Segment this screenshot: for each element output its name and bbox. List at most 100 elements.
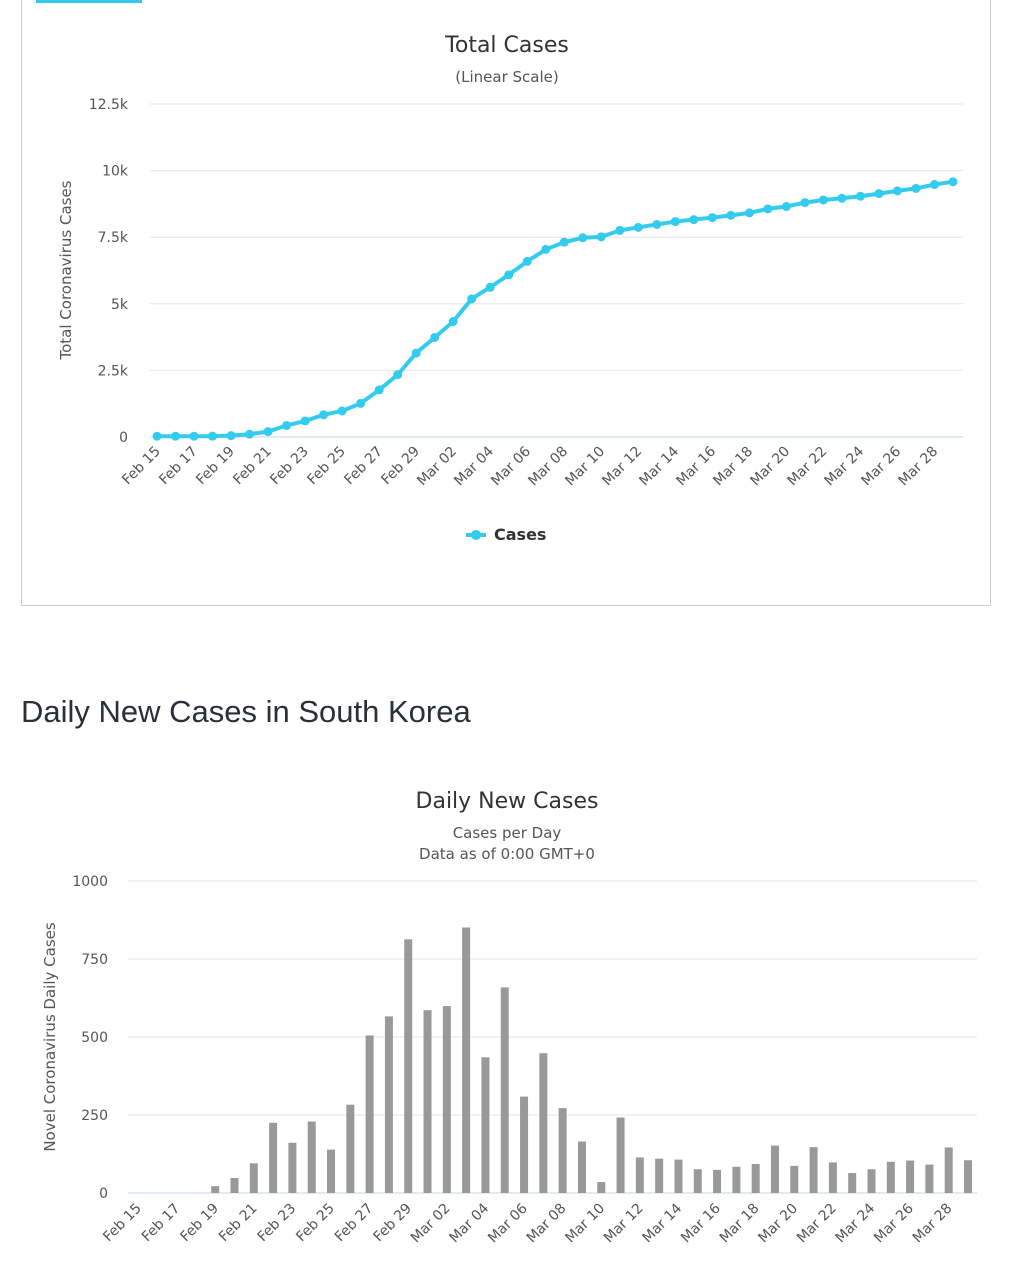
- data-point[interactable]: [263, 427, 273, 437]
- bar[interactable]: [693, 1169, 702, 1193]
- bar[interactable]: [944, 1147, 953, 1193]
- bar[interactable]: [828, 1162, 837, 1193]
- data-point[interactable]: [892, 186, 902, 196]
- data-point[interactable]: [467, 294, 477, 304]
- y-axis-title: Novel Coronavirus Daily Cases: [41, 922, 59, 1152]
- data-point[interactable]: [911, 183, 921, 193]
- data-point[interactable]: [282, 420, 292, 430]
- bar[interactable]: [520, 1096, 529, 1193]
- data-point[interactable]: [152, 431, 162, 441]
- data-point[interactable]: [448, 317, 458, 327]
- data-point[interactable]: [226, 431, 236, 441]
- bar[interactable]: [886, 1161, 895, 1193]
- data-point[interactable]: [171, 431, 181, 441]
- data-point[interactable]: [337, 406, 347, 416]
- bar[interactable]: [539, 1053, 548, 1193]
- y-tick-label: 250: [81, 1108, 108, 1124]
- data-point[interactable]: [300, 416, 310, 426]
- daily-new-cases-chart: Daily New Cases Cases per Day Data as of…: [41, 789, 977, 1247]
- bar[interactable]: [558, 1108, 567, 1193]
- x-tick-label: Feb 21: [230, 444, 275, 489]
- bar[interactable]: [655, 1158, 664, 1193]
- data-point[interactable]: [707, 213, 717, 223]
- data-point[interactable]: [430, 332, 440, 342]
- data-point[interactable]: [541, 244, 551, 254]
- bar[interactable]: [423, 1010, 432, 1193]
- bar[interactable]: [365, 1035, 374, 1193]
- bar[interactable]: [269, 1122, 278, 1193]
- x-tick-label: Mar 26: [871, 1200, 917, 1246]
- bar[interactable]: [867, 1169, 876, 1193]
- bar[interactable]: [674, 1159, 683, 1193]
- data-point[interactable]: [818, 195, 828, 205]
- data-point[interactable]: [485, 282, 495, 292]
- data-point[interactable]: [393, 370, 403, 380]
- bar[interactable]: [307, 1121, 316, 1193]
- legend-label: Cases: [494, 525, 546, 544]
- data-point[interactable]: [874, 189, 884, 199]
- x-tick-label: Feb 17: [139, 1201, 184, 1246]
- bar[interactable]: [288, 1142, 297, 1193]
- bar[interactable]: [848, 1173, 857, 1193]
- data-point[interactable]: [596, 232, 606, 242]
- data-point[interactable]: [504, 270, 514, 280]
- data-point[interactable]: [948, 177, 958, 187]
- legend[interactable]: Cases: [466, 525, 546, 544]
- bar[interactable]: [346, 1104, 355, 1193]
- bar[interactable]: [713, 1169, 722, 1193]
- bar[interactable]: [500, 987, 509, 1193]
- bar[interactable]: [790, 1165, 799, 1193]
- bar[interactable]: [211, 1186, 220, 1193]
- bar[interactable]: [751, 1163, 760, 1193]
- data-point[interactable]: [929, 180, 939, 190]
- bar[interactable]: [462, 927, 471, 1193]
- bar[interactable]: [635, 1157, 644, 1193]
- bar[interactable]: [577, 1141, 586, 1193]
- data-point[interactable]: [763, 204, 773, 214]
- x-tick-label: Mar 22: [794, 1201, 840, 1247]
- bar[interactable]: [327, 1149, 336, 1193]
- bar[interactable]: [616, 1117, 625, 1193]
- data-point[interactable]: [578, 233, 588, 243]
- bar[interactable]: [964, 1160, 972, 1193]
- data-point[interactable]: [522, 256, 532, 266]
- data-point[interactable]: [319, 410, 329, 420]
- data-point[interactable]: [689, 215, 699, 225]
- x-tick-label: Feb 17: [156, 444, 201, 489]
- bar[interactable]: [770, 1145, 779, 1193]
- bar[interactable]: [732, 1166, 741, 1193]
- bar[interactable]: [925, 1164, 934, 1193]
- data-point[interactable]: [855, 191, 865, 201]
- data-point[interactable]: [652, 219, 662, 229]
- data-point[interactable]: [800, 198, 810, 208]
- data-point[interactable]: [726, 210, 736, 220]
- data-point[interactable]: [245, 429, 255, 439]
- data-point[interactable]: [559, 237, 569, 247]
- y-tick-label: 750: [81, 952, 108, 968]
- data-point[interactable]: [670, 217, 680, 227]
- x-tick-label: Feb 19: [193, 444, 238, 489]
- data-point[interactable]: [633, 222, 643, 232]
- data-point[interactable]: [744, 208, 754, 218]
- data-point[interactable]: [374, 385, 384, 395]
- data-point[interactable]: [208, 431, 218, 441]
- data-point[interactable]: [837, 193, 847, 203]
- data-point[interactable]: [615, 225, 625, 235]
- bar[interactable]: [230, 1178, 239, 1193]
- bar[interactable]: [597, 1182, 606, 1193]
- bar[interactable]: [384, 1016, 393, 1193]
- bar[interactable]: [442, 1006, 451, 1193]
- bar[interactable]: [809, 1147, 818, 1193]
- data-point[interactable]: [411, 348, 421, 358]
- bar[interactable]: [249, 1163, 258, 1193]
- data-point[interactable]: [781, 202, 791, 212]
- data-point[interactable]: [189, 431, 199, 441]
- bar[interactable]: [404, 939, 413, 1193]
- x-tick-label: Mar 20: [755, 1201, 801, 1247]
- data-point[interactable]: [356, 398, 366, 408]
- y-tick-label: 7.5k: [98, 230, 129, 246]
- x-tick-label: Mar 28: [896, 444, 942, 490]
- bar[interactable]: [481, 1057, 490, 1193]
- bar[interactable]: [906, 1160, 915, 1193]
- y-tick-label: 2.5k: [98, 363, 129, 379]
